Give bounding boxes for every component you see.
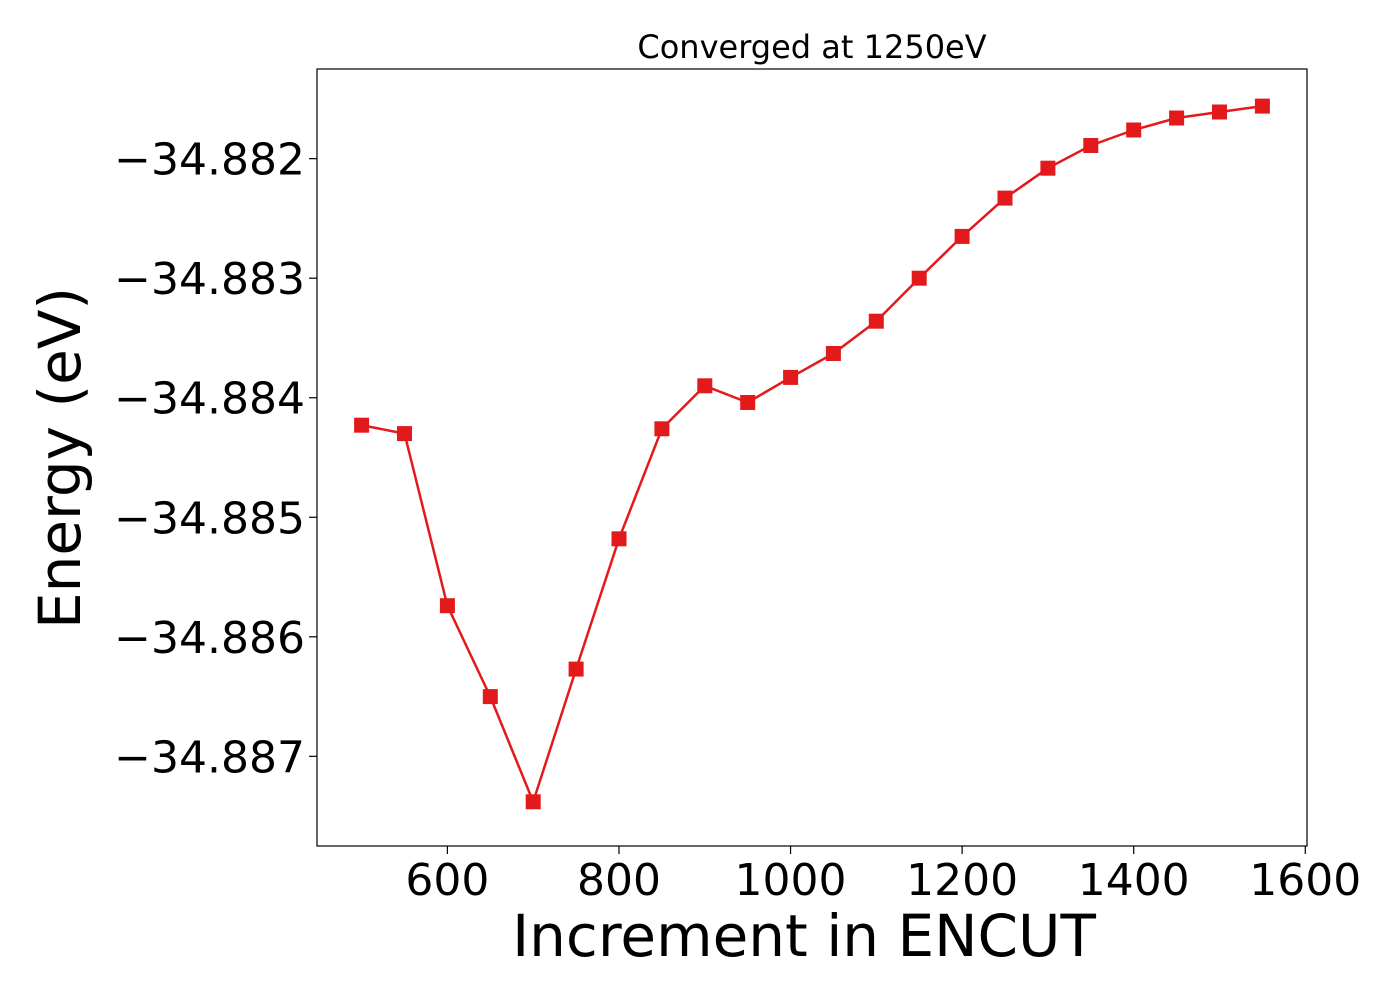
plot-area <box>316 68 1308 847</box>
x-axis: 600 800 1000 1200 1400 1600 <box>405 846 1361 906</box>
y-tick-label: −34.882 <box>114 135 305 186</box>
series-line <box>361 104 1263 804</box>
data-point <box>1126 122 1142 138</box>
x-tick-label: 1400 <box>1078 855 1190 906</box>
y-axis-title: Energy (eV) <box>26 287 94 629</box>
data-point <box>654 421 670 437</box>
data-point <box>1040 160 1056 176</box>
data-point <box>439 598 455 614</box>
data-point <box>825 346 841 361</box>
data-point <box>397 426 412 442</box>
data-point <box>482 689 498 705</box>
data-point <box>911 270 927 286</box>
data-point <box>611 531 627 547</box>
y-axis: −34.882 −34.883 −34.884 −34.885 −34.886 −34.8… <box>114 135 317 783</box>
y-tick-label: −34.885 <box>114 493 305 544</box>
x-tick-label: 600 <box>405 855 489 906</box>
y-tick-label: −34.887 <box>114 732 305 783</box>
data-point <box>997 190 1013 206</box>
x-tick-label: 1200 <box>906 855 1018 906</box>
data-point <box>697 378 713 394</box>
data-point <box>868 313 884 329</box>
data-point <box>783 369 799 385</box>
data-point <box>954 228 970 244</box>
data-point <box>1083 138 1099 153</box>
y-tick-label: −34.883 <box>114 254 305 305</box>
data-point <box>525 794 541 810</box>
x-axis-title: Increment in ENCUT <box>512 902 1096 970</box>
y-tick-label: −34.886 <box>114 613 305 664</box>
plot-frame <box>316 68 1308 847</box>
x-tick-label: 1600 <box>1249 855 1361 906</box>
x-tick-label: 800 <box>577 855 661 906</box>
chart-title: Converged at 1250eV <box>637 28 986 66</box>
data-point <box>568 661 584 677</box>
data-point <box>1169 110 1185 126</box>
y-tick-label: −34.884 <box>114 374 305 425</box>
data-point <box>1254 98 1270 114</box>
x-tick-label: 1000 <box>735 855 847 906</box>
data-point <box>1212 104 1227 120</box>
data-point <box>740 395 756 410</box>
data-point <box>354 417 370 433</box>
